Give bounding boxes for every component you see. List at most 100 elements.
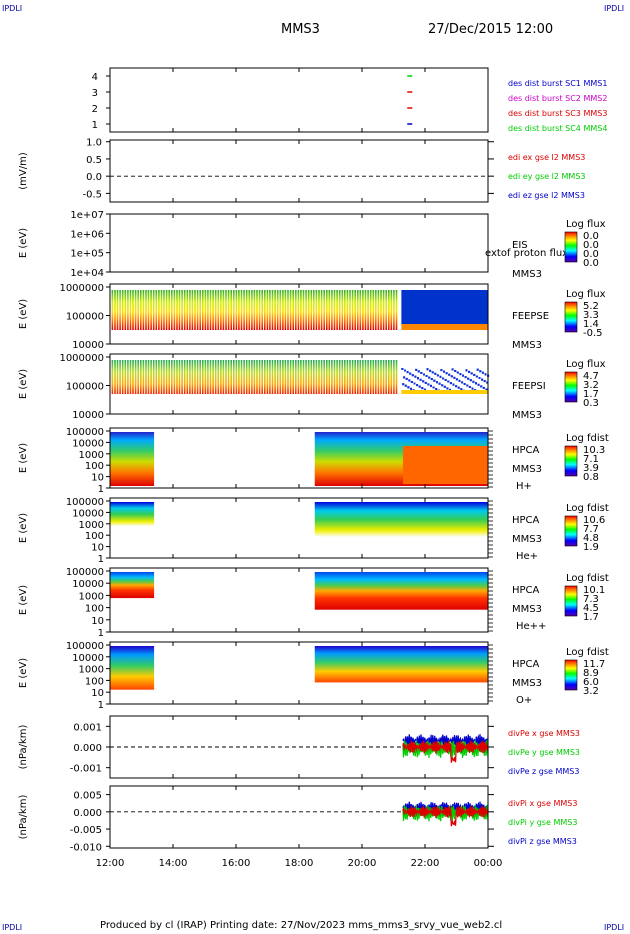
spectro-stripe — [367, 290, 369, 330]
spectro-stripe — [171, 290, 173, 330]
spectro-stripe — [178, 360, 181, 394]
hpca-hot-region — [402, 446, 488, 484]
spectro-stripe — [393, 360, 395, 394]
y-tick-label: 1e+05 — [70, 249, 104, 260]
spectro-dot — [470, 372, 473, 375]
spectro-dot — [406, 371, 409, 374]
legend-entry: divPe x gse MMS3 — [508, 729, 580, 738]
spectro-stripe — [212, 360, 214, 394]
spectro-dot — [413, 382, 416, 385]
y-axis-label: E (eV) — [18, 658, 29, 688]
spectro-stripe — [155, 360, 158, 394]
spectro-stripe — [351, 360, 354, 394]
spectro-stripe — [225, 290, 227, 330]
corner-label-bottom-left: IPDLI — [2, 923, 23, 932]
y-tick-label: 100 — [85, 676, 104, 687]
overlay-text: extof proton flux — [485, 248, 568, 259]
spectro-stripe — [276, 290, 279, 330]
spectro-stripe — [129, 290, 132, 330]
y-tick-label: 1 — [98, 484, 104, 495]
spectro-stripe — [158, 360, 160, 394]
spectro-stripe — [227, 360, 230, 394]
y-tick-label: 1 — [98, 554, 104, 565]
panel-divpe: 0.001 0.000 -0.001 (nPa/km) divPe x gse MMS3… — [18, 715, 580, 779]
spectro-dot — [475, 382, 477, 385]
spectro-dot — [443, 385, 446, 388]
spectro-dot — [427, 383, 430, 386]
spectro-stripe — [344, 360, 346, 394]
spectro-dot — [422, 380, 425, 383]
spectro-stripe — [390, 360, 393, 394]
spectro-stripe — [147, 360, 150, 394]
spectro-stripe — [256, 360, 258, 394]
colorbar-value: -0.5 — [583, 328, 603, 339]
spectro-dot — [403, 376, 406, 379]
y-tick-label: 0.001 — [73, 722, 102, 733]
y-axis-label: E (eV) — [18, 513, 29, 543]
side-label: H+ — [516, 481, 532, 492]
colorbar-value: 8.9 — [583, 668, 599, 679]
colorbar-value: 1.9 — [583, 542, 599, 553]
spectro-stripe — [217, 290, 220, 330]
spectro-stripe — [199, 290, 201, 330]
spectro-stripe — [163, 360, 165, 394]
spectro-stripe — [150, 360, 152, 394]
spectro-stripe — [284, 290, 287, 330]
spectro-dot — [410, 381, 413, 383]
spectro-stripe — [313, 290, 315, 330]
spectro-dot — [447, 380, 450, 383]
spectro-stripe — [158, 290, 160, 330]
spectro-stripe — [230, 290, 232, 330]
spectro-stripe — [114, 360, 116, 394]
panel-feeps-i: 1000000 100000 10000 E (eV) FEEPSI MMS3 Log fl… — [18, 353, 606, 421]
spectro-stripe — [297, 360, 300, 394]
legend-entry: edi ez gse l2 MMS3 — [508, 191, 585, 200]
spectro-dot — [414, 375, 417, 378]
spectro-dot — [486, 381, 489, 384]
spectro-stripe — [344, 290, 346, 330]
legend-entry: des dist burst SC1 MMS1 — [508, 79, 607, 88]
spectro-dot — [452, 383, 455, 386]
y-tick-label: 10 — [91, 616, 104, 627]
spectro-stripe — [209, 290, 212, 330]
spectro-dot — [404, 384, 407, 387]
colorbar-title: Log flux — [566, 289, 606, 300]
spectro-stripe — [346, 360, 349, 394]
spectro-stripe — [331, 290, 333, 330]
spectro-stripe — [171, 360, 173, 394]
spectro-stripe — [253, 290, 256, 330]
spectro-stripe — [274, 360, 276, 394]
spectro-stripe — [119, 360, 121, 394]
spectro-block — [401, 290, 488, 324]
spectro-dot — [410, 387, 412, 390]
spectro-stripe — [240, 290, 243, 330]
spectro-dot — [416, 384, 419, 387]
y-tick-label: 1000000 — [59, 283, 104, 294]
spectro-stripe — [271, 290, 274, 330]
y-tick-label: 0.005 — [73, 791, 102, 802]
spectro-stripe — [173, 360, 176, 394]
spectro-stripe — [302, 360, 305, 394]
spectro-stripe — [243, 360, 245, 394]
spectro-stripe — [235, 290, 238, 330]
spectro-dot — [468, 386, 471, 388]
spectro-stripe — [349, 360, 351, 394]
spectro-stripe — [320, 290, 323, 330]
spectro-dot — [475, 375, 478, 378]
colorbar-value: 3.3 — [583, 310, 599, 321]
y-tick-label: 2 — [92, 104, 98, 115]
y-tick-label: -0.001 — [70, 764, 102, 775]
spectro-stripe — [176, 290, 178, 330]
spectro-dot — [429, 369, 432, 372]
spectro-stripe — [351, 290, 354, 330]
y-tick-label: 100 — [85, 461, 104, 472]
spectro-stripe — [297, 290, 300, 330]
spectro-stripe — [207, 360, 209, 394]
spectro-dot — [456, 371, 459, 374]
corner-label-top-right: IPDLI — [604, 4, 625, 13]
colorbar-value: 10.3 — [583, 445, 605, 456]
spectro-stripe — [207, 290, 209, 330]
y-tick-label: -0.010 — [70, 842, 102, 853]
colorbar-title: Log fdist — [566, 433, 609, 444]
spectro-stripe — [114, 290, 116, 330]
